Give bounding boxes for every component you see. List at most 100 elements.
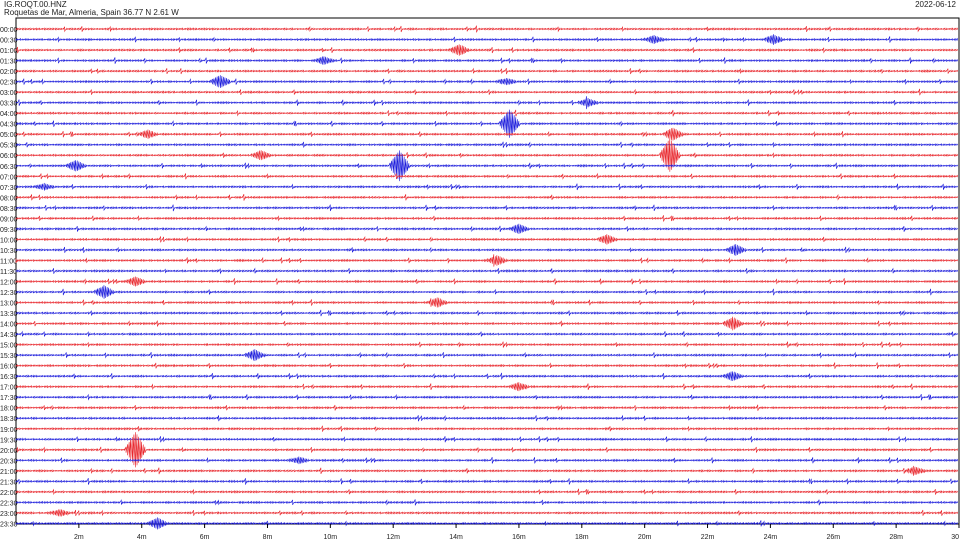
row-label: 13:00 (0, 301, 18, 308)
row-label: 13:30 (0, 311, 18, 318)
trace-1300 (15, 297, 958, 308)
row-label: 02:30 (0, 80, 18, 87)
row-label: 09:00 (0, 216, 18, 223)
row-label: 00:00 (0, 27, 18, 34)
row-label: 06:30 (0, 164, 18, 171)
row-label: 07:30 (0, 185, 18, 192)
row-label: 14:30 (0, 332, 18, 339)
trace-1900 (15, 425, 958, 432)
trace-2030 (15, 456, 958, 465)
row-label: 15:30 (0, 353, 18, 360)
trace-2000 (15, 432, 958, 468)
trace-0030 (15, 34, 958, 45)
trace-1630 (15, 371, 958, 382)
row-label: 00:30 (0, 38, 18, 45)
x-tick-label: 20m (638, 534, 652, 540)
row-label: 21:00 (0, 469, 18, 476)
row-label: 11:00 (0, 258, 17, 265)
x-tick-label: 4m (137, 534, 147, 540)
row-label: 02:00 (0, 69, 18, 76)
x-tick-label: 14m (449, 534, 463, 540)
trace-0800 (15, 193, 958, 201)
x-tick-label: 18m (575, 534, 589, 540)
trace-1830 (15, 414, 958, 422)
trace-1130 (15, 267, 958, 275)
x-tick-label: 24m (764, 534, 778, 540)
x-tick-label: 28m (889, 534, 903, 540)
trace-1530 (15, 349, 958, 362)
trace-0530 (15, 141, 958, 148)
row-label: 04:30 (0, 122, 18, 129)
trace-1700 (15, 382, 958, 392)
trace-1730 (15, 393, 958, 401)
row-label: 05:30 (0, 143, 18, 150)
row-label: 16:30 (0, 374, 18, 381)
row-label: 10:30 (0, 248, 18, 255)
row-label: 01:00 (0, 48, 18, 55)
trace-2200 (15, 488, 958, 496)
trace-1430 (15, 330, 958, 338)
row-label: 11:30 (0, 269, 17, 276)
x-tick-label: 26m (826, 534, 840, 540)
station-code: IG.ROQT.00.HNZ (4, 0, 67, 9)
trace-1230 (15, 285, 958, 299)
trace-1930 (15, 435, 958, 443)
row-label: 03:30 (0, 101, 18, 108)
row-label: 01:30 (0, 59, 18, 66)
x-tick-label: 6m (200, 534, 210, 540)
trace-2130 (15, 477, 958, 485)
x-tick-label: 2m (74, 534, 84, 540)
row-label: 18:30 (0, 416, 18, 423)
row-label: 07:00 (0, 174, 18, 181)
trace-2100 (15, 465, 958, 476)
trace-1000 (15, 234, 958, 245)
row-label: 08:30 (0, 206, 18, 213)
x-tick-label: 16m (512, 534, 526, 540)
row-label: 14:00 (0, 322, 18, 329)
trace-1400 (15, 316, 958, 331)
x-tick-label: 8m (263, 534, 273, 540)
row-label: 19:00 (0, 427, 18, 434)
trace-0700 (15, 172, 958, 180)
trace-1500 (15, 341, 958, 348)
trace-0200 (15, 67, 958, 75)
trace-0230 (15, 75, 958, 89)
trace-2300 (15, 509, 958, 517)
row-label: 20:30 (0, 458, 18, 465)
row-label: 17:30 (0, 395, 18, 402)
trace-1030 (15, 244, 958, 256)
trace-0000 (15, 25, 958, 33)
x-tick-label: 12m (386, 534, 400, 540)
trace-2230 (15, 499, 958, 506)
trace-0830 (15, 204, 958, 212)
trace-0500 (15, 127, 958, 141)
trace-2330 (15, 517, 958, 530)
row-label: 03:00 (0, 90, 18, 97)
row-label: 12:00 (0, 279, 18, 286)
trace-0630 (15, 150, 958, 182)
trace-0400 (15, 109, 958, 117)
row-label: 16:00 (0, 364, 18, 371)
trace-0100 (15, 44, 958, 56)
row-label: 08:00 (0, 195, 18, 202)
trace-1800 (15, 404, 958, 412)
row-label: 06:00 (0, 153, 18, 160)
trace-1330 (15, 309, 958, 317)
trace-0730 (15, 182, 958, 191)
row-label: 04:00 (0, 111, 18, 118)
trace-0300 (15, 88, 958, 96)
row-label: 17:00 (0, 385, 18, 392)
x-tick-label: 22m (701, 534, 715, 540)
station-location: Roquetas de Mar, Almeria, Spain 36.77 N … (4, 8, 179, 17)
row-label: 10:00 (0, 237, 18, 244)
x-tick-label: 10m (324, 534, 338, 540)
plot-date: 2022-06-12 (915, 0, 956, 9)
trace-1600 (15, 362, 958, 369)
trace-1100 (15, 254, 958, 267)
row-label: 23:00 (0, 511, 18, 518)
trace-0900 (15, 215, 958, 222)
trace-1200 (15, 276, 958, 287)
row-label: 22:30 (0, 500, 18, 507)
row-label: 09:30 (0, 227, 18, 234)
